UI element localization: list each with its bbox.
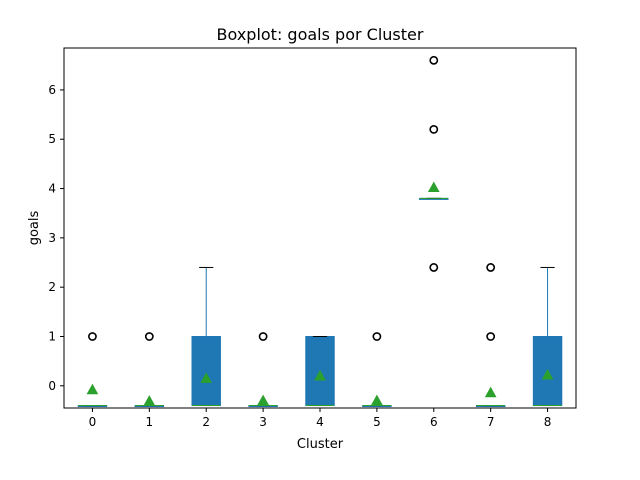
- mean-marker: [484, 386, 497, 398]
- y-tick-label: 4: [48, 182, 56, 196]
- x-tick-label: 5: [373, 415, 381, 429]
- box-group-cluster-5: [362, 332, 392, 408]
- x-tick-label: 8: [544, 415, 552, 429]
- mean-marker: [257, 394, 269, 406]
- x-tick-label: 4: [316, 415, 324, 429]
- mean-marker: [427, 181, 440, 193]
- outlier-point: [429, 55, 439, 65]
- box-group-cluster-6: [419, 55, 449, 272]
- mean-marker: [86, 383, 99, 395]
- mean-marker: [200, 372, 213, 383]
- mean-marker: [143, 395, 156, 406]
- y-tick-label: 6: [48, 83, 56, 97]
- x-tick-label: 7: [487, 415, 495, 429]
- outlier-point: [144, 332, 154, 341]
- mean-marker: [314, 369, 326, 381]
- box-group-cluster-3: [248, 332, 278, 408]
- box-group-cluster-8: [532, 266, 563, 407]
- box-group-cluster-4: [305, 335, 335, 407]
- mean-marker: [541, 368, 554, 380]
- outlier-point: [429, 124, 439, 134]
- x-tick-label: 0: [89, 415, 97, 429]
- outlier-point: [486, 263, 496, 272]
- y-tick-label: 3: [48, 231, 56, 245]
- chart-title: Boxplot: goals por Cluster: [217, 25, 424, 44]
- box-group-cluster-1: [134, 332, 165, 408]
- y-tick-label: 1: [48, 329, 56, 343]
- mean-marker: [371, 394, 383, 406]
- x-tick-label: 2: [202, 415, 210, 429]
- outlier-point: [88, 332, 97, 341]
- outlier-point: [486, 332, 496, 341]
- x-tick-label: 1: [146, 415, 154, 429]
- outlier-point: [258, 332, 268, 341]
- x-axis-label: Cluster: [297, 437, 344, 452]
- outlier-point: [372, 332, 382, 341]
- y-tick-label: 2: [48, 280, 56, 294]
- outlier-point: [429, 263, 439, 272]
- plot-area: [77, 55, 563, 408]
- box: [191, 335, 221, 407]
- y-axis-label: goals: [27, 210, 42, 245]
- x-tick-label: 3: [259, 415, 267, 429]
- box-group-cluster-2: [191, 266, 221, 407]
- box-group-cluster-0: [77, 332, 108, 408]
- box-group-cluster-7: [475, 263, 506, 408]
- x-tick-label: 6: [430, 415, 438, 429]
- y-tick-label: 5: [48, 132, 56, 146]
- y-tick-label: 0: [48, 379, 56, 393]
